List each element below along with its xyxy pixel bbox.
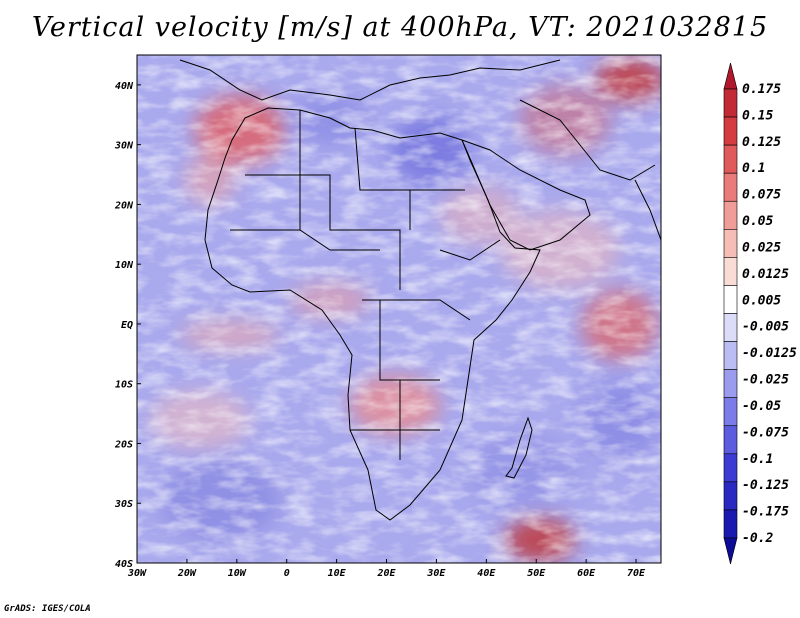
colorbar-label: 0.175 <box>742 82 781 97</box>
lon-label: 30W <box>127 568 147 579</box>
europe-coast <box>179 59 561 101</box>
colorbar-label: 0.125 <box>742 135 781 150</box>
colorbar-swatch <box>723 257 738 286</box>
lat-label: 40N <box>115 81 134 92</box>
lat-label: 10S <box>115 380 133 391</box>
colorbar-swatch <box>723 144 738 174</box>
colorbar-swatch <box>723 172 738 202</box>
lon-label: 60E <box>577 568 596 579</box>
lat-label: 10N <box>115 260 134 271</box>
plot-frame <box>136 54 662 564</box>
lon-label: 30E <box>426 568 446 579</box>
lat-label: 20S <box>114 439 133 450</box>
colorbar-swatch <box>723 200 738 230</box>
lon-label: 0 <box>284 568 290 579</box>
arabian-peninsula <box>461 139 591 251</box>
colorbar-label: -0.025 <box>742 373 789 388</box>
border-10 <box>439 239 501 261</box>
colorbar-swatch <box>723 481 738 511</box>
colorbar-bottom-arrow <box>723 537 738 565</box>
colorbar-label: 0.025 <box>742 240 781 255</box>
colorbar-swatch <box>723 397 738 427</box>
colorbar-label: 0.15 <box>742 108 773 123</box>
colorbar-label: -0.05 <box>742 399 781 414</box>
africa-coastline <box>204 107 541 521</box>
colorbar-label: 0.005 <box>742 293 781 308</box>
lon-label: 10W <box>228 568 247 579</box>
colorbar: 0.175 0.15 0.125 0.1 0.075 0.05 0.025 0.0125 0.0… <box>723 62 797 565</box>
colorbar-swatch <box>723 341 738 370</box>
border-6 <box>379 300 440 381</box>
lon-label: 40E <box>477 568 496 579</box>
lon-label: 20W <box>177 568 197 579</box>
colorbar-swatch <box>723 116 738 146</box>
colorbar-label: -0.075 <box>742 425 789 440</box>
colorbar-label: -0.175 <box>742 505 789 520</box>
lon-label: 50E <box>527 568 546 579</box>
madagascar-outline <box>505 416 533 479</box>
velocity-field <box>137 55 661 563</box>
colorbar-swatch <box>723 369 738 398</box>
lon-label: 70E <box>627 568 646 579</box>
colorbar-label: 0.075 <box>742 188 781 203</box>
colorbar-top-arrow <box>723 62 738 90</box>
colorbar-label: -0.005 <box>742 320 789 335</box>
lat-label: EQ <box>121 320 133 331</box>
lon-label: 10E <box>328 568 347 579</box>
border-3 <box>354 127 411 230</box>
lat-label: 30S <box>114 499 133 510</box>
colorbar-label: -0.1 <box>742 452 773 467</box>
colorbar-swatch <box>723 229 738 258</box>
field-texture <box>137 55 661 563</box>
colorbar-label: 0.0125 <box>742 267 789 282</box>
colorbar-label: -0.2 <box>742 531 773 546</box>
border-1 <box>245 174 401 290</box>
credit-text: GrADS: IGES/COLA <box>4 604 91 614</box>
colorbar-label: 0.05 <box>742 214 773 229</box>
coastlines <box>179 59 661 521</box>
lat-label: 40S <box>115 559 133 570</box>
chart-title: Vertical velocity [m/s] at 400hPa, VT: 2… <box>31 12 769 43</box>
colorbar-label: -0.0125 <box>742 346 797 361</box>
border-9 <box>230 229 380 251</box>
colorbar-swatch <box>723 509 738 539</box>
colorbar-swatch <box>723 425 738 455</box>
colorbar-label: -0.125 <box>742 478 789 493</box>
border-5 <box>362 299 471 321</box>
colorbar-swatch <box>723 285 738 314</box>
lat-label: 20N <box>114 200 134 211</box>
colorbar-swatch <box>723 453 738 483</box>
lon-label: 20E <box>376 568 396 579</box>
lat-label: 30N <box>114 141 134 152</box>
colorbar-swatch <box>723 88 738 118</box>
iran-coast <box>519 99 656 181</box>
india-coast <box>634 179 661 241</box>
colorbar-label: 0.1 <box>742 161 765 176</box>
axis-ticks: 30W 20W 10W 0 10E 20E 30E 40E 50E 60E 70E 40N 30N 20N… <box>114 81 646 579</box>
colorbar-swatch <box>723 313 738 342</box>
